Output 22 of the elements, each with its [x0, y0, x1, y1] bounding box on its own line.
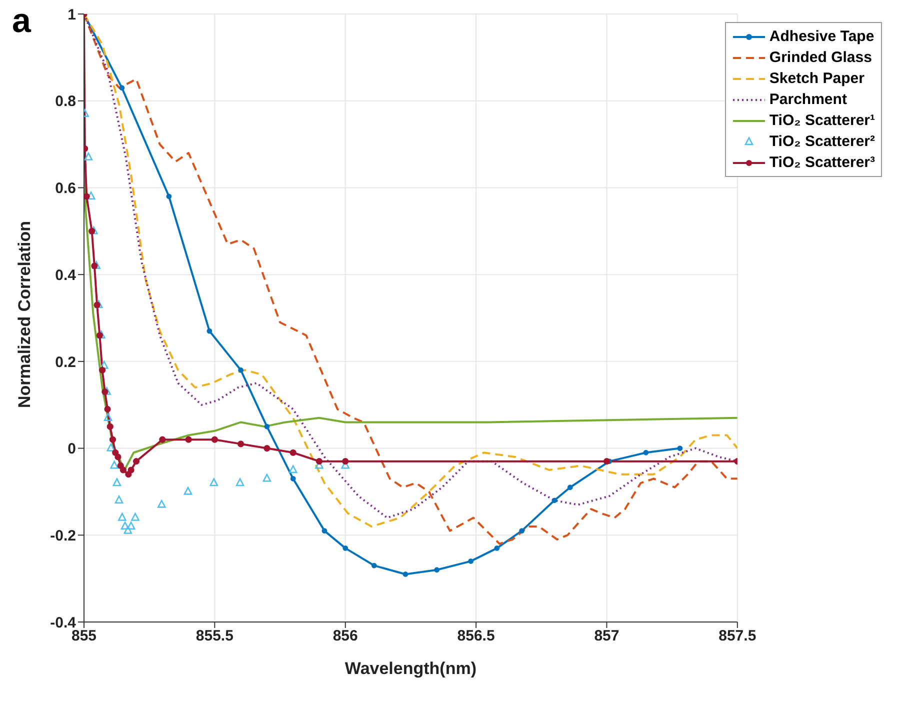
legend-label: Adhesive Tape	[769, 28, 874, 45]
legend-label: Sketch Paper	[769, 70, 864, 87]
x-tick-label: 856	[332, 628, 358, 645]
x-tick-label: 855.5	[196, 628, 234, 645]
y-tick-label: 0.8	[55, 93, 76, 110]
legend-label: TiO₂ Scatterer¹	[769, 112, 875, 129]
y-tick-label: 0	[68, 440, 76, 458]
legend-label: Grinded Glass	[769, 49, 872, 66]
legend-label: TiO₂ Scatterer²	[769, 133, 875, 150]
legend-label: TiO₂ Scatterer³	[769, 154, 875, 171]
y-tick-label: 0.2	[55, 354, 76, 371]
y-tick-label: 0.6	[55, 180, 76, 198]
x-tick-label: 856.5	[457, 628, 495, 645]
y-tick-label: 1	[68, 6, 76, 24]
y-axis-title: Normalized Correlation	[15, 220, 34, 408]
x-axis-title: Wavelength(nm)	[344, 659, 476, 678]
y-tick-label: 0.4	[55, 266, 77, 284]
text: a	[12, 2, 31, 41]
y-tick-label: -0.2	[50, 527, 76, 544]
legend-label: Parchment	[769, 91, 847, 108]
x-tick-label: 857	[594, 628, 620, 645]
x-tick-label: 857.5	[718, 628, 756, 645]
